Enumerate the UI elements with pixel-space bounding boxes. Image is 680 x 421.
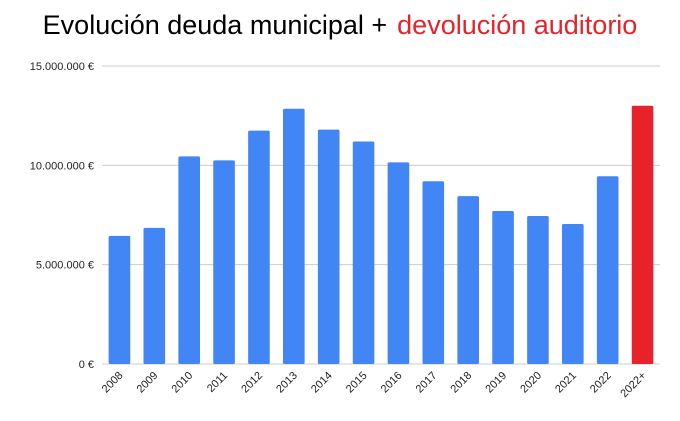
x-tick-label: 2009 <box>135 370 161 396</box>
x-tick-label: 2008 <box>100 370 126 396</box>
y-tick-label: 0 € <box>79 359 94 371</box>
title-main: Evolución deuda municipal + <box>42 10 388 40</box>
bar <box>213 160 235 364</box>
bar <box>562 223 584 364</box>
y-axis-ticks: 0 € 5.000.000 € 10.000.000 € 15.000.000 € <box>30 61 94 371</box>
x-tick-label: 2010 <box>170 370 196 396</box>
x-tick-label: 2019 <box>483 370 509 396</box>
bar <box>317 129 340 364</box>
bar <box>352 141 375 364</box>
x-tick-label: 2011 <box>205 370 230 395</box>
title-highlight: devolución auditorio <box>397 10 638 40</box>
bar <box>283 108 305 364</box>
bar <box>108 235 131 364</box>
bar <box>422 181 445 364</box>
x-tick-label: 2012 <box>239 370 265 396</box>
bars <box>108 105 654 364</box>
x-tick-label: 2014 <box>309 370 335 396</box>
bar <box>387 162 410 364</box>
x-tick-label: 2022+ <box>618 370 648 400</box>
y-tick-label: 10.000.000 € <box>30 160 94 172</box>
y-tick-label: 15.000.000 € <box>30 61 94 73</box>
bar <box>631 105 654 364</box>
x-tick-label: 2015 <box>344 370 370 396</box>
bar <box>143 227 166 364</box>
bar <box>248 130 270 364</box>
x-tick-label: 2016 <box>379 370 405 396</box>
x-tick-label: 2013 <box>274 370 300 396</box>
x-tick-label: 2022 <box>588 370 614 396</box>
chart-title: Evolución deuda municipal + devolución au… <box>0 10 680 41</box>
bar <box>596 176 619 364</box>
bar <box>178 156 200 364</box>
bar <box>457 196 479 364</box>
x-axis-ticks: 2008 2009 2010 2011 2012 2013 2014 2015 2016 2017… <box>100 370 649 400</box>
bar <box>527 215 549 364</box>
y-tick-label: 5.000.000 € <box>36 260 94 272</box>
x-tick-label: 2020 <box>518 370 544 396</box>
x-tick-label: 2021 <box>553 370 579 396</box>
x-tick-label: 2018 <box>449 370 475 396</box>
bar <box>492 211 514 364</box>
x-tick-label: 2017 <box>414 370 440 396</box>
